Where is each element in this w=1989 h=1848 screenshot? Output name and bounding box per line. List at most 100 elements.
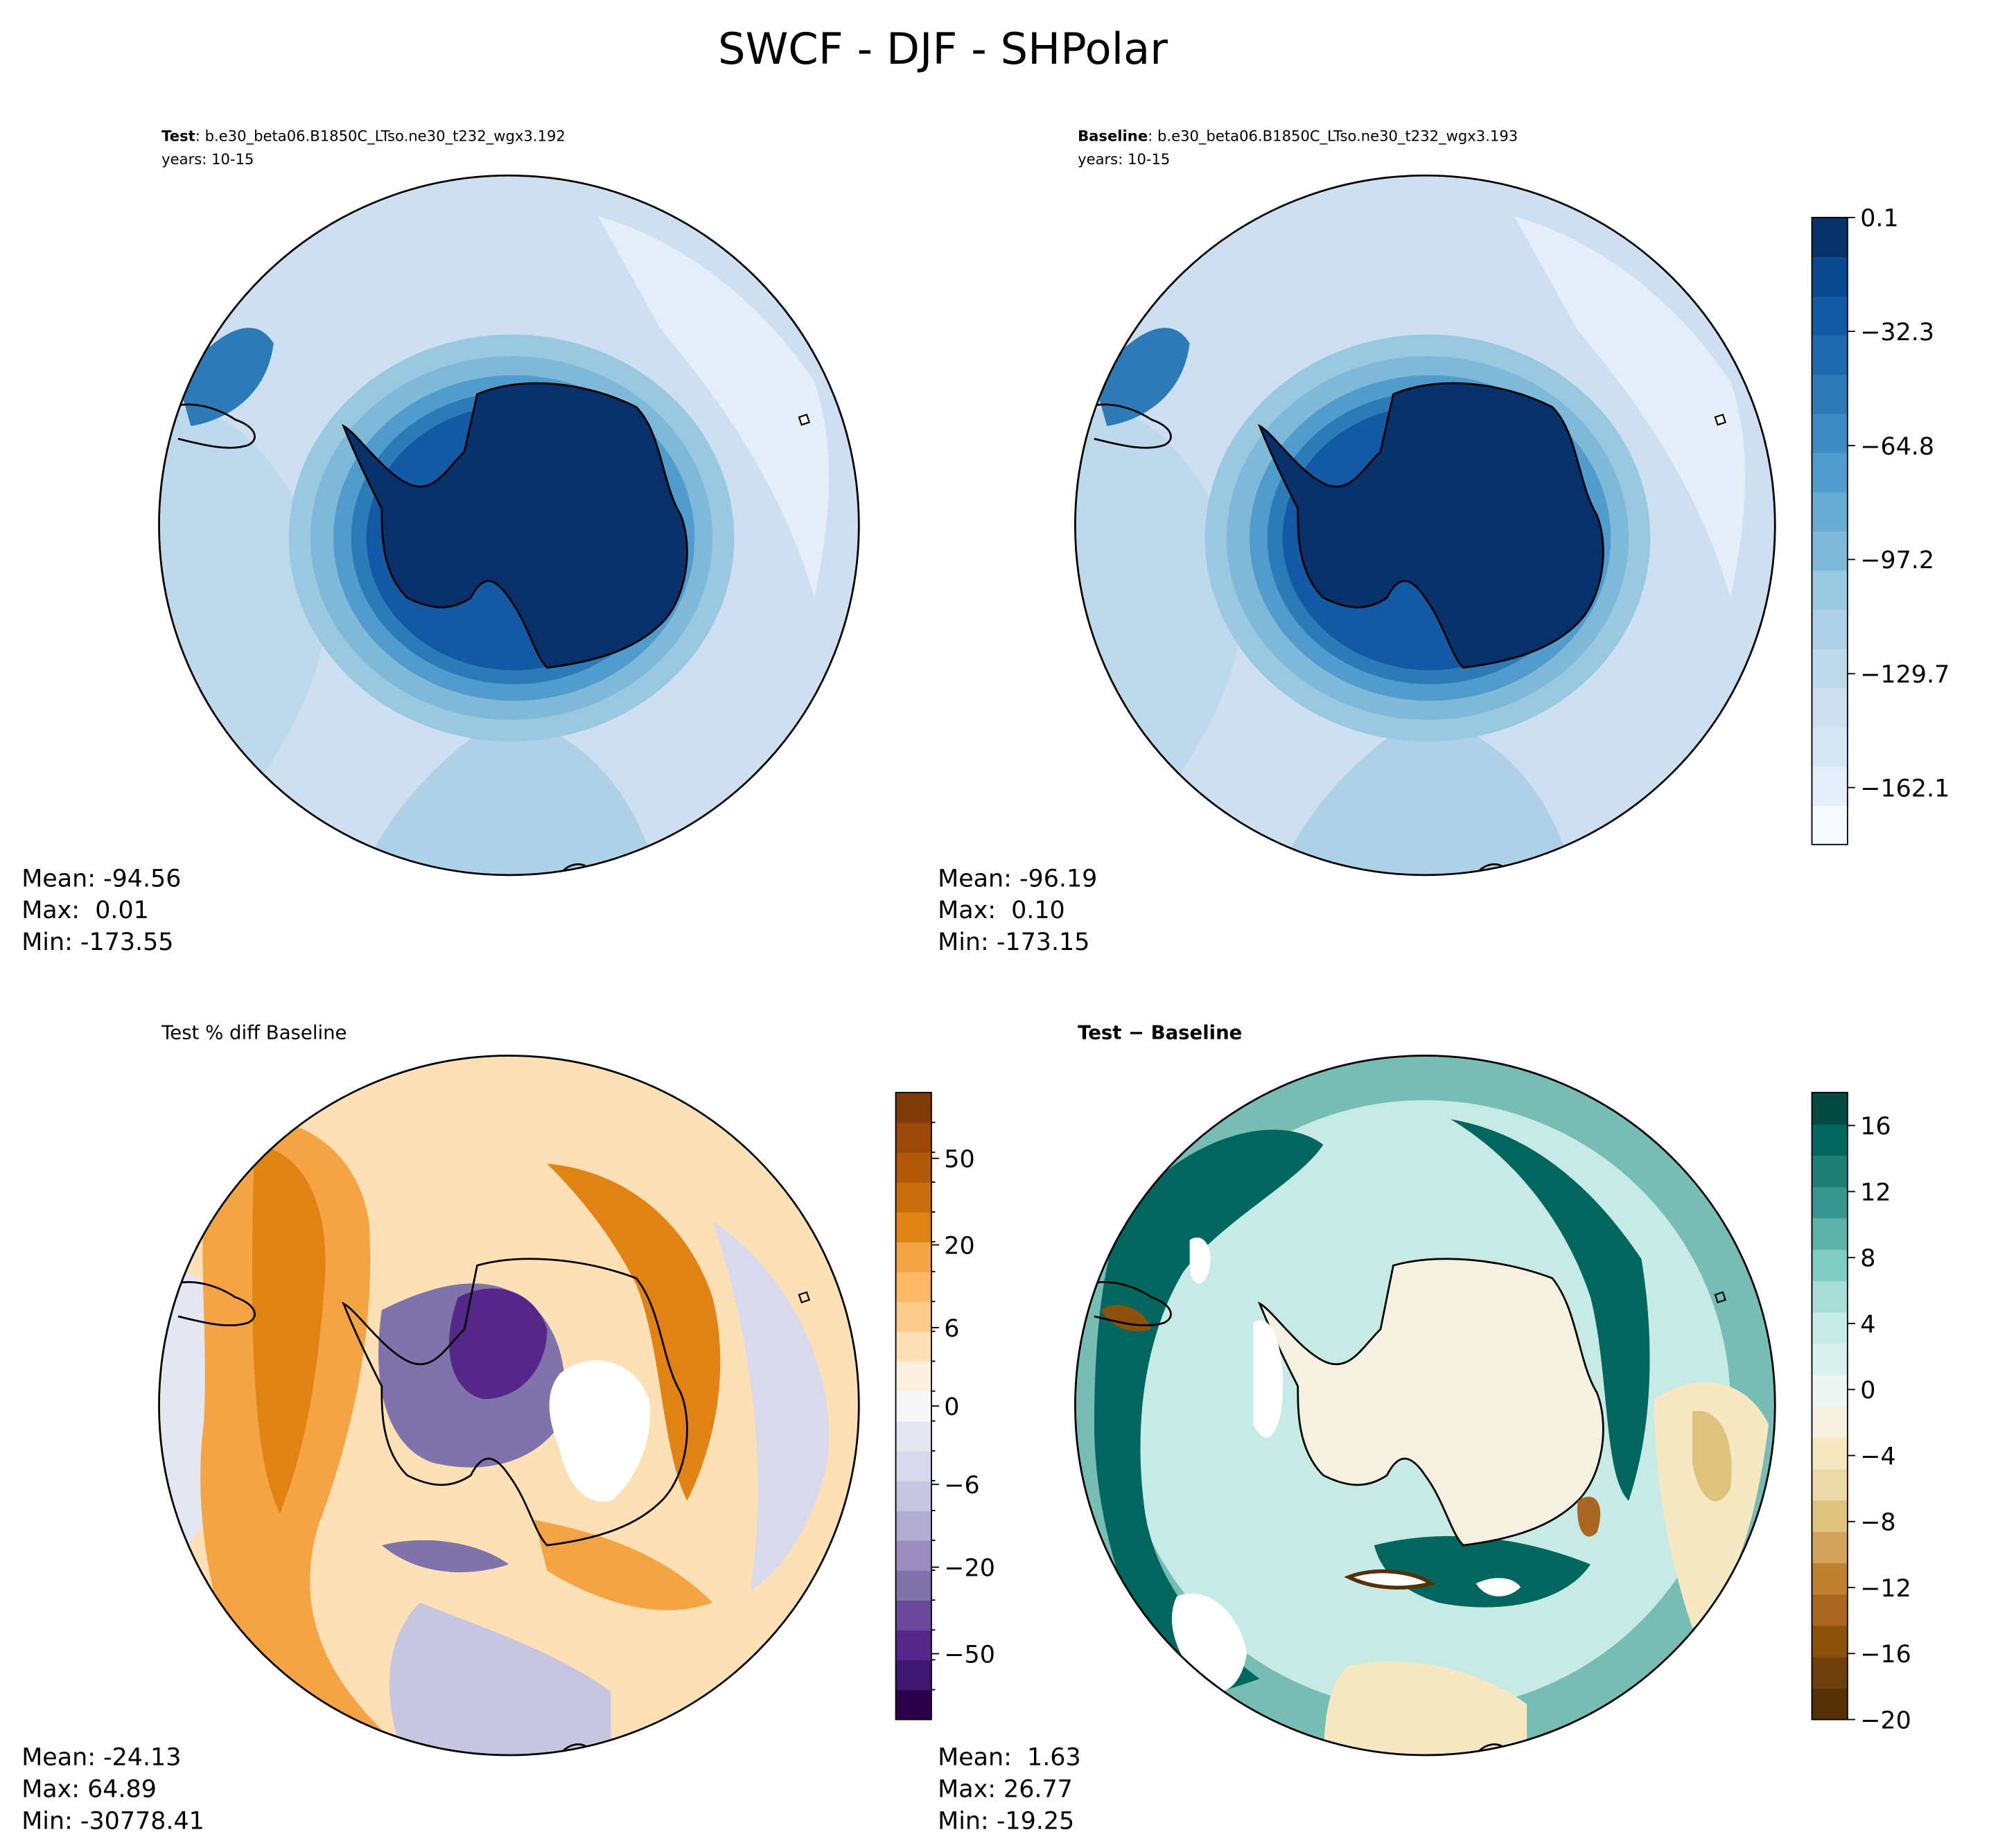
map-difference-contour: [1451, 1119, 1650, 1501]
map-difference-contour: [1253, 1320, 1283, 1438]
colorbar-difference-swatch: [1812, 1625, 1848, 1657]
colorbar-difference-tick-label: −12: [1860, 1575, 1911, 1603]
map-difference-contour: [1323, 1661, 1527, 1755]
colorbar-difference-swatch: [1812, 1594, 1848, 1626]
map-percent-diff-contour: [381, 1540, 509, 1573]
colorbar-difference-swatch: [1812, 1312, 1848, 1344]
map-baseline: [1075, 175, 1776, 875]
colorbar-percent-diff-swatch: [895, 1242, 931, 1272]
panel-baseline-stat-max: Max: 0.10: [938, 897, 1065, 924]
map-percent-diff-coastline: [798, 1291, 811, 1303]
colorbar-difference-tick-label: −16: [1860, 1641, 1911, 1669]
panel-difference-stat-min: Min: -19.25: [938, 1807, 1074, 1835]
colorbar-percent-diff-swatch: [895, 1450, 931, 1481]
map-test-coastline: [798, 413, 811, 426]
colorbar-percent-diff-swatch: [895, 1689, 931, 1721]
map-test-boundary: [158, 174, 860, 877]
panel-difference-title: Test − Baseline: [1078, 1022, 1242, 1044]
colorbar-baseline-tick-label: −97.2: [1860, 547, 1934, 574]
colorbar-difference-tick-label: −20: [1860, 1707, 1911, 1734]
colorbar-difference-tick-label: 4: [1860, 1311, 1875, 1339]
map-test-antarctica: [342, 382, 688, 669]
colorbar-percent-diff-swatch: [895, 1331, 931, 1362]
panel-test-title-rest: : b.e30_beta06.B1850C_LTso.ne30_t232_wgx…: [195, 127, 566, 146]
colorbar-difference-swatch: [1812, 1437, 1848, 1470]
colorbar-percent-diff-swatch: [895, 1391, 931, 1422]
panel-percent-diff-stat-max: Max: 64.89: [21, 1776, 157, 1804]
colorbar-percent-diff-tick-label: −50: [944, 1641, 995, 1669]
map-baseline-contour: [1272, 712, 1578, 875]
colorbar-difference-frame: [1811, 1091, 1848, 1721]
map-difference-boundary: [1074, 1055, 1776, 1757]
panel-test-title-bold: Test: [161, 127, 195, 145]
colorbar-difference-swatch: [1812, 1688, 1848, 1721]
colorbar-percent-diff: 50 20 6 0 −6 −20 −50: [895, 1091, 995, 1721]
colorbar-percent-diff-swatch: [895, 1660, 931, 1691]
map-test: [159, 175, 859, 875]
colorbar-difference-swatch: [1812, 1123, 1848, 1156]
map-difference-contour: [1654, 1382, 1769, 1628]
colorbar-baseline-swatch: [1812, 687, 1848, 728]
panel-percent-diff-stat-min: Min: -30778.41: [21, 1807, 204, 1835]
panel-test-subtitle: years: 10-15: [161, 150, 254, 168]
colorbar-percent-diff-swatch: [895, 1510, 931, 1541]
map-percent-diff: [159, 1055, 859, 1755]
map-difference: [1075, 1055, 1776, 1755]
colorbar-percent-diff-tick-label: 50: [944, 1146, 974, 1174]
colorbar-baseline-swatch: [1812, 531, 1848, 571]
colorbar-baseline-tick-label: −32.3: [1860, 319, 1934, 346]
map-difference-contour: [1189, 1237, 1211, 1284]
colorbar-baseline-swatch: [1812, 570, 1848, 610]
colorbar-baseline-tick-label: −64.8: [1860, 433, 1934, 461]
colorbar-baseline-swatch: [1812, 217, 1848, 258]
colorbar-baseline-swatch: [1812, 805, 1848, 845]
map-difference-contour: [1577, 1497, 1601, 1537]
map-percent-diff-contour: [549, 1360, 651, 1502]
panel-percent-diff-stat-mean: Mean: -24.13: [21, 1744, 181, 1772]
figure-title: SWCF - DJF - SHPolar: [718, 24, 1168, 74]
colorbar-percent-diff-tick-label: −6: [944, 1472, 979, 1499]
colorbar-difference-swatch: [1812, 1563, 1848, 1595]
map-percent-diff-contour: [389, 1602, 611, 1755]
colorbar-difference-swatch: [1812, 1531, 1848, 1564]
colorbar-percent-diff-swatch: [895, 1122, 931, 1153]
panel-test-stat-min: Min: -173.55: [21, 929, 173, 956]
colorbar-baseline-swatch: [1812, 766, 1848, 806]
panel-baseline-title: Baseline: b.e30_beta06.B1850C_LTso.ne30_…: [1078, 127, 1518, 146]
colorbar-difference-swatch: [1812, 1249, 1848, 1281]
colorbar-difference-swatch: [1812, 1155, 1848, 1188]
panel-difference-stat-max: Max: 26.77: [938, 1776, 1073, 1804]
colorbar-baseline-swatch: [1812, 648, 1848, 689]
colorbar-difference-swatch: [1812, 1092, 1848, 1125]
colorbar-difference-tick-label: 8: [1860, 1245, 1875, 1273]
map-difference-antarctica: [1258, 1258, 1604, 1547]
map-difference-contour: [1692, 1411, 1732, 1502]
colorbar-baseline-swatch: [1812, 609, 1848, 649]
colorbar-percent-diff-swatch: [895, 1570, 931, 1601]
colorbar-difference-tick-label: 12: [1860, 1179, 1891, 1206]
map-percent-diff-contour: [449, 1288, 547, 1400]
colorbar-baseline-tick-label: −129.7: [1860, 661, 1949, 689]
map-percent-diff-boundary: [158, 1055, 860, 1757]
panel-baseline-subtitle: years: 10-15: [1078, 150, 1170, 168]
map-baseline-contour: [1094, 328, 1190, 426]
panel-test-stat-mean: Mean: -94.56: [21, 865, 181, 892]
colorbar-percent-diff-tick-label: 0: [944, 1393, 959, 1421]
map-baseline-coastline: [1714, 413, 1727, 426]
map-difference-contour: [1374, 1535, 1591, 1608]
colorbar-difference-swatch: [1812, 1657, 1848, 1689]
map-difference-coastline: [1714, 1291, 1727, 1303]
map-baseline-antarctica: [1258, 382, 1604, 669]
colorbar-percent-diff-swatch: [895, 1600, 931, 1631]
colorbar-percent-diff-tick-label: −20: [944, 1555, 995, 1583]
colorbar-difference-tick-label: −4: [1860, 1443, 1895, 1470]
colorbar-baseline-swatch: [1812, 727, 1848, 767]
colorbar-difference: 16 12 8 4 0 −4 −8 −12 −16 −20: [1811, 1091, 1911, 1734]
panel-baseline-title-rest: : b.e30_beta06.B1850C_LTso.ne30_t232_wgx…: [1148, 127, 1518, 146]
colorbar-baseline-swatch: [1812, 335, 1848, 375]
panel-test-stat-max: Max: 0.01: [21, 897, 149, 924]
colorbar-difference-tick-label: 16: [1860, 1113, 1891, 1141]
colorbar-baseline-swatch: [1812, 491, 1848, 532]
map-baseline-contour: [1514, 216, 1746, 598]
